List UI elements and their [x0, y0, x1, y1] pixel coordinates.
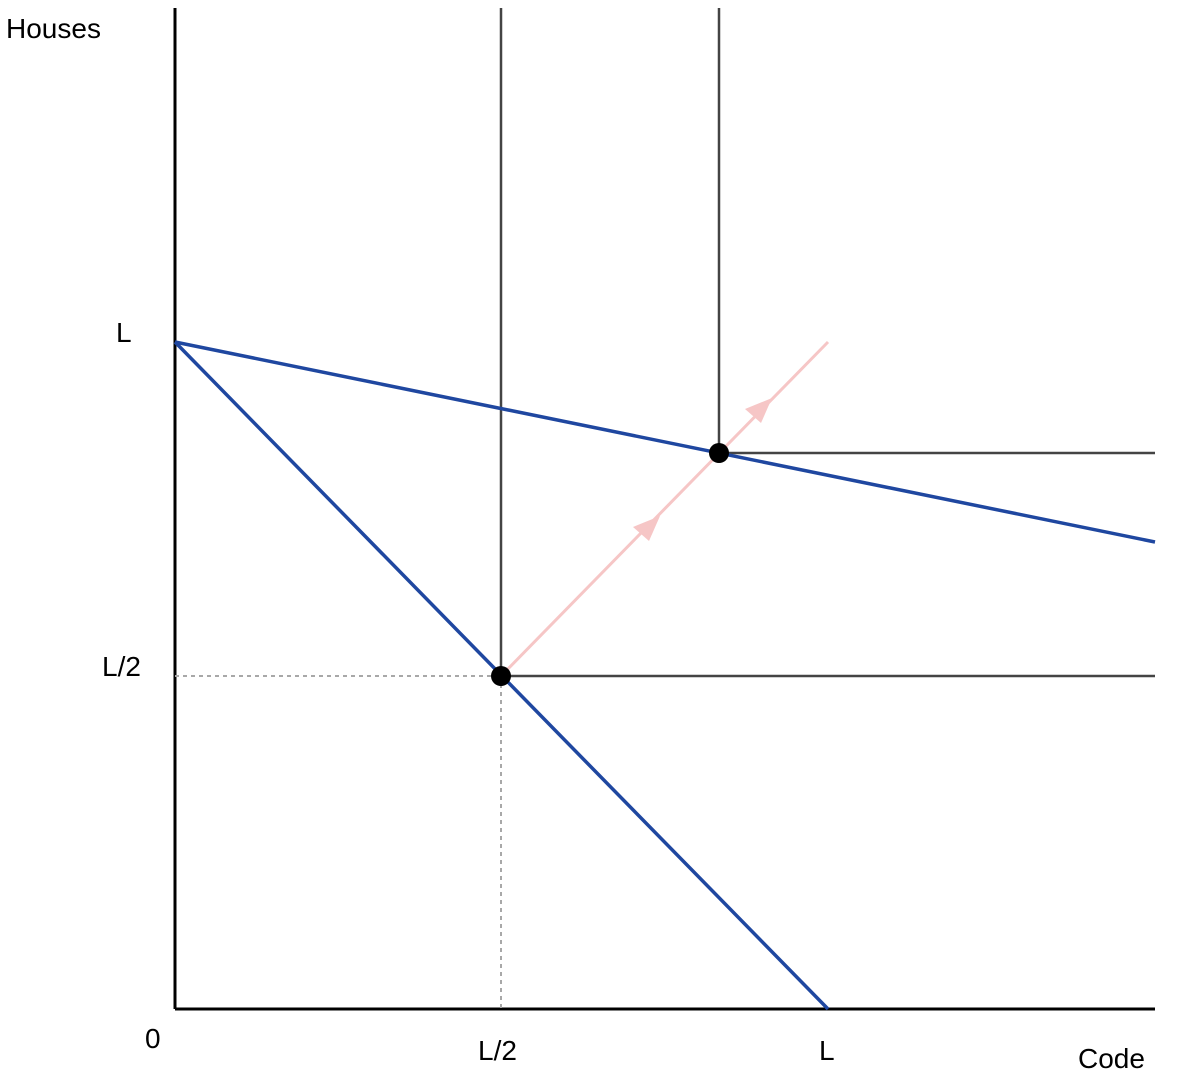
origin-label: 0	[145, 1023, 161, 1054]
filled-circle-icon	[709, 443, 729, 463]
y-tick-label-full: L	[116, 317, 132, 348]
x-axis-label: Code	[1078, 1043, 1145, 1074]
filled-circle-icon	[491, 666, 511, 686]
expansion-path	[499, 340, 830, 678]
budget-line-flat	[174, 340, 1156, 544]
triangle-arrow-icon	[633, 516, 660, 541]
x-tick-label-half: L/2	[478, 1035, 517, 1066]
y-tick-label-half: L/2	[102, 651, 141, 682]
x-tick-label-full: L	[819, 1035, 835, 1066]
y-axis-label: Houses	[6, 13, 101, 44]
triangle-arrow-icon	[745, 398, 772, 423]
